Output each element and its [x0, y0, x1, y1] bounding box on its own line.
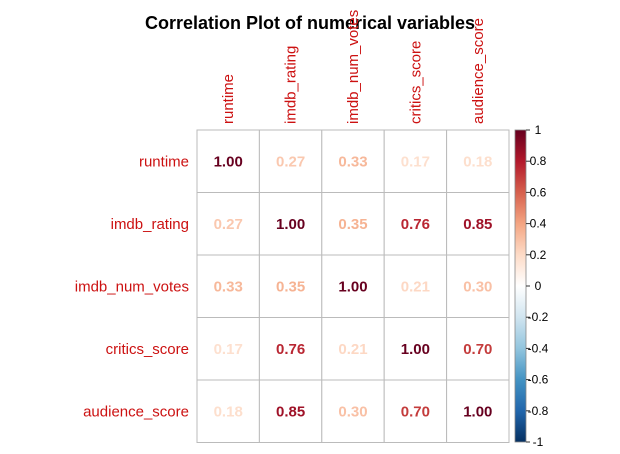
column-label: audience_score — [470, 18, 487, 124]
cell-value-label: 1.00 — [463, 403, 492, 420]
column-labels: runtime imdb_rating imdb_num_votes critics_… — [220, 10, 487, 124]
cell-value-label: 0.70 — [463, 341, 492, 358]
matrix-cell — [196, 379, 260, 443]
cell-value-label: 0.18 — [463, 153, 492, 170]
cell-value-label: 0.27 — [214, 216, 243, 233]
cell-value-label: 1.00 — [338, 278, 367, 295]
legend-tick-label: -0.4 — [528, 341, 549, 355]
cell-value-label: 0.18 — [214, 403, 243, 420]
cell-value-label: 0.17 — [401, 153, 430, 170]
legend-tick-label: 0.2 — [530, 248, 547, 262]
matrix-cell — [321, 379, 385, 443]
matrix-cell — [258, 129, 323, 193]
correlation-cells: 1.00 0.27 0.33 0.17 0.18 0.27 1.00 0.35 0.76 0.85… — [196, 129, 510, 443]
matrix-cell — [258, 317, 323, 381]
matrix-cell — [446, 317, 510, 381]
row-labels: runtime imdb_rating imdb_num_votes critics_… — [75, 153, 189, 420]
legend-tick-label: -1 — [533, 435, 544, 449]
row-label: imdb_rating — [111, 216, 189, 233]
cell-value-label: 0.21 — [338, 341, 367, 358]
cell-value-label: 0.85 — [276, 403, 305, 420]
row-label: critics_score — [106, 341, 189, 358]
matrix-cell — [196, 129, 260, 193]
cell-value-label: 0.30 — [338, 403, 367, 420]
matrix-cell — [321, 317, 385, 381]
cell-value-label: 1.00 — [276, 216, 305, 233]
color-legend: 1 0.8 0.6 0.4 0.2 0 -0.2 -0.4 -0.6 -0.8 -1 — [514, 123, 549, 449]
row-label: imdb_num_votes — [75, 278, 189, 295]
legend-tick-label: 0.4 — [530, 217, 547, 231]
column-label: imdb_num_votes — [345, 10, 362, 124]
matrix-cell — [383, 317, 448, 381]
cell-value-label: 0.30 — [463, 278, 492, 295]
cell-value-label: 0.70 — [401, 403, 430, 420]
column-label: imdb_rating — [283, 46, 300, 124]
legend-color-bar — [514, 129, 527, 443]
chart-title: Correlation Plot of numerical variables — [145, 13, 475, 33]
matrix-cell — [196, 192, 260, 256]
cell-value-label: 0.85 — [463, 216, 492, 233]
cell-value-label: 0.33 — [338, 153, 367, 170]
column-label: runtime — [220, 74, 237, 124]
matrix-cell — [196, 317, 260, 381]
legend-tick-label: 1 — [535, 123, 542, 137]
cell-value-label: 0.35 — [276, 278, 305, 295]
column-label: critics_score — [407, 41, 424, 124]
row-label: audience_score — [83, 403, 189, 420]
legend-tick-label: -0.8 — [528, 404, 549, 418]
legend-tick-label: 0.8 — [530, 154, 547, 168]
cell-value-label: 0.21 — [401, 278, 430, 295]
row-label: runtime — [139, 153, 189, 170]
legend-tick-label: 0 — [535, 279, 542, 293]
cell-value-label: 0.27 — [276, 153, 305, 170]
matrix-cell — [383, 254, 448, 318]
matrix-cell — [258, 254, 323, 318]
legend-tick-label: -0.6 — [528, 373, 549, 387]
matrix-cell — [321, 129, 385, 193]
cell-value-label: 0.17 — [214, 341, 243, 358]
cell-value-label: 0.76 — [276, 341, 305, 358]
cell-value-label: 1.00 — [401, 341, 430, 358]
legend-tick-label: -0.2 — [528, 310, 549, 324]
cell-value-label: 0.33 — [214, 278, 243, 295]
cell-value-label: 0.76 — [401, 216, 430, 233]
matrix-cell — [258, 379, 323, 443]
matrix-cell — [446, 192, 510, 256]
cell-value-label: 0.35 — [338, 216, 367, 233]
matrix-cell — [321, 192, 385, 256]
cell-value-label: 1.00 — [214, 153, 243, 170]
matrix-cell — [446, 379, 510, 443]
matrix-cell — [383, 129, 448, 193]
legend-tick-label: 0.6 — [530, 185, 547, 199]
